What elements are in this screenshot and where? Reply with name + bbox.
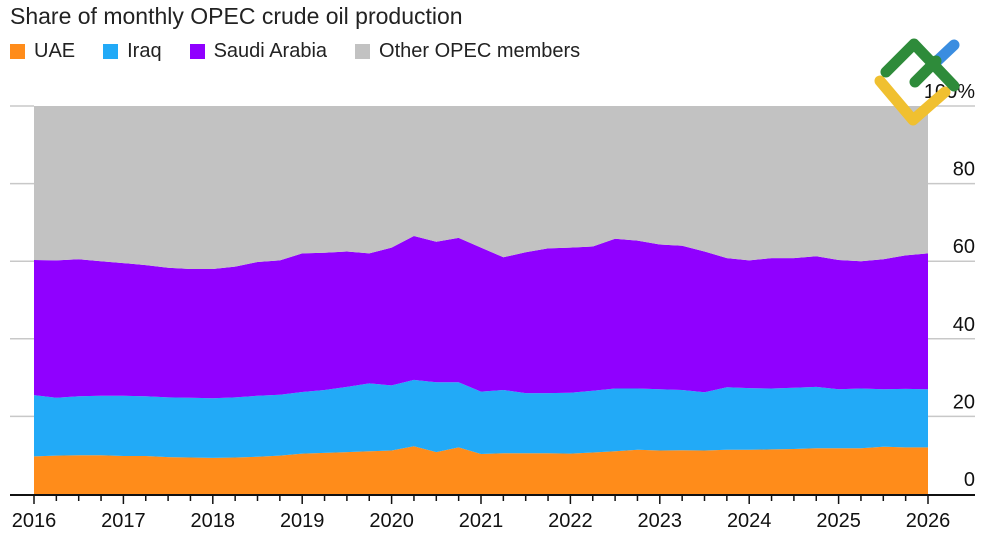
y-tick-label: 80 (953, 159, 975, 181)
x-tick-label: 2019 (280, 510, 325, 532)
area-iraq (34, 379, 928, 458)
legend-swatch (10, 44, 25, 59)
area-uae (34, 446, 928, 494)
x-tick-label: 2025 (816, 510, 861, 532)
area-other-opec-members (34, 106, 928, 269)
x-tick-label: 2023 (638, 510, 683, 532)
legend-item: Saudi Arabia (189, 40, 328, 63)
legend-item: UAE (10, 40, 75, 63)
y-tick-label: 100% (924, 81, 975, 103)
area-saudi-arabia (34, 236, 928, 399)
x-tick-label: 2016 (12, 510, 57, 532)
legend-swatch (189, 44, 205, 59)
legend-label: Other OPEC members (379, 40, 581, 62)
y-tick-label: 20 (953, 391, 975, 413)
y-tick-label: 60 (953, 236, 975, 258)
y-tick-label: 40 (953, 314, 975, 336)
legend-item: Other OPEC members (355, 40, 580, 63)
x-tick-label: 2026 (906, 510, 951, 532)
legend: UAE Iraq Saudi Arabia Other OPEC members (10, 40, 608, 63)
legend-label: Saudi Arabia (213, 40, 328, 62)
legend-swatch (355, 44, 371, 59)
legend-label: Iraq (127, 40, 162, 62)
x-tick-label: 2017 (101, 510, 146, 532)
chart-title: Share of monthly OPEC crude oil producti… (10, 3, 463, 29)
y-tick-label: 0 (964, 469, 975, 491)
x-tick-label: 2020 (369, 510, 414, 532)
x-tick-label: 2024 (727, 510, 772, 532)
x-tick-label: 2021 (459, 510, 504, 532)
legend-swatch (103, 44, 119, 59)
legend-item: Iraq (103, 40, 162, 63)
x-tick-label: 2022 (548, 510, 593, 532)
legend-label: UAE (34, 40, 76, 62)
x-tick-label: 2018 (191, 510, 236, 532)
